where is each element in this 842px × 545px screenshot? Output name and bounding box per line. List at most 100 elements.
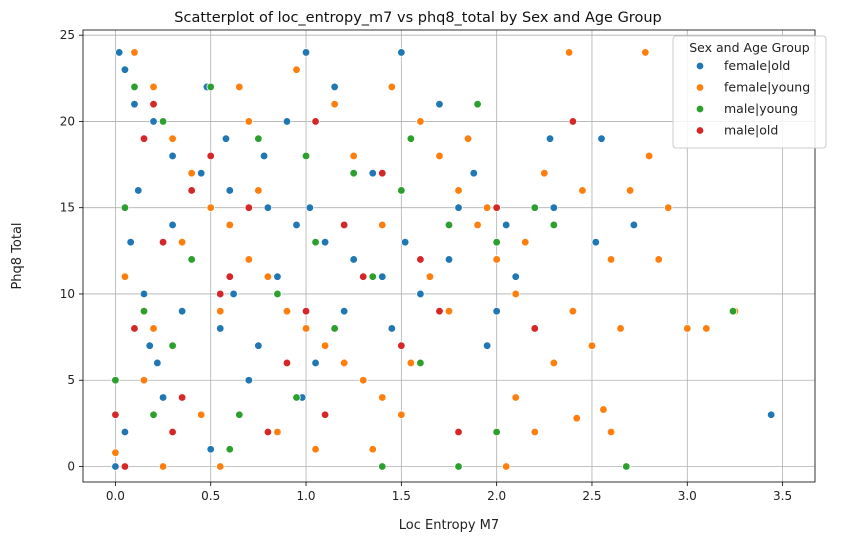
data-point-female-old	[229, 289, 238, 299]
data-point-male-old	[177, 393, 187, 402]
data-point-female-young	[292, 65, 301, 74]
data-point-female-old	[244, 376, 254, 385]
data-point-male-old	[216, 289, 225, 299]
data-point-female-young	[216, 307, 225, 316]
data-point-female-old	[282, 117, 292, 126]
data-point-female-old	[158, 393, 168, 402]
data-point-male-old	[149, 99, 158, 109]
data-point-male-old	[168, 427, 177, 437]
data-point-female-young	[263, 272, 273, 281]
data-point-female-old	[397, 48, 406, 57]
y-tick-label: 25	[60, 28, 75, 42]
data-point-male-old	[120, 462, 130, 471]
data-point-male-young	[206, 82, 215, 92]
data-point-female-young	[378, 220, 387, 230]
data-point-male-old	[530, 324, 539, 333]
data-point-male-young	[187, 255, 196, 264]
data-point-female-old	[153, 358, 162, 368]
data-point-female-young	[387, 82, 397, 92]
data-point-female-young	[359, 376, 368, 385]
data-point-female-old	[216, 324, 225, 333]
data-point-male-old	[225, 272, 234, 281]
data-point-male-young	[235, 410, 244, 419]
data-point-female-young	[320, 341, 330, 350]
data-point-male-old	[130, 324, 139, 333]
data-point-female-old	[416, 289, 425, 299]
data-point-male-old	[320, 410, 330, 419]
data-point-male-young	[378, 462, 387, 471]
data-point-male-old	[301, 307, 311, 316]
data-point-male-old	[568, 117, 578, 126]
data-point-female-old	[444, 255, 454, 264]
y-axis-label: Phq8 Total	[10, 222, 25, 289]
x-tick-label: 3.0	[678, 489, 697, 503]
data-point-male-old	[416, 255, 425, 264]
data-point-female-young	[564, 48, 574, 57]
data-point-female-old	[378, 272, 387, 281]
data-point-female-young	[473, 220, 482, 230]
data-point-male-young	[254, 134, 263, 143]
data-point-female-old	[149, 117, 158, 126]
data-point-female-old	[120, 65, 130, 74]
data-point-female-old	[492, 307, 501, 316]
legend-box	[672, 35, 827, 149]
data-point-female-young	[572, 413, 581, 423]
data-point-female-old	[368, 168, 377, 178]
data-point-female-young	[378, 393, 387, 402]
data-point-female-young	[444, 307, 454, 316]
data-point-female-young	[196, 410, 206, 419]
data-point-female-young	[244, 117, 254, 126]
chart-title: Scatterplot of loc_entropy_m7 vs phq8_to…	[174, 10, 661, 26]
data-point-female-old	[273, 272, 282, 281]
data-point-male-young	[622, 462, 631, 471]
data-point-male-young	[492, 237, 501, 247]
legend-label: male|young	[724, 101, 798, 116]
data-point-male-young	[120, 203, 130, 212]
data-point-male-young	[473, 99, 482, 109]
y-tick-label: 20	[60, 114, 75, 128]
data-point-female-young	[492, 255, 501, 264]
data-point-male-old	[139, 134, 149, 143]
data-point-female-young	[587, 341, 597, 350]
data-point-female-young	[397, 410, 406, 419]
x-tick-label: 0.0	[106, 489, 125, 503]
data-point-male-young	[111, 376, 120, 385]
data-point-female-old	[482, 341, 492, 350]
data-point-male-old	[311, 117, 320, 126]
data-point-female-old	[591, 237, 600, 247]
data-point-female-old	[120, 427, 130, 437]
y-tick-label: 15	[60, 201, 75, 215]
data-point-female-young	[368, 445, 377, 454]
data-point-female-old	[349, 255, 358, 264]
data-point-male-young	[139, 307, 149, 316]
x-tick-label: 1.5	[392, 489, 411, 503]
data-point-female-young	[599, 405, 608, 414]
data-point-female-young	[568, 307, 578, 316]
data-point-male-old	[359, 272, 368, 281]
data-point-female-old	[292, 220, 301, 230]
data-point-female-old	[511, 272, 520, 281]
data-point-female-old	[629, 220, 639, 230]
data-point-female-young	[149, 82, 158, 92]
data-point-female-young	[549, 358, 559, 368]
data-point-female-young	[244, 255, 254, 264]
data-point-male-old	[206, 151, 215, 161]
data-point-male-old	[158, 237, 168, 247]
data-point-female-old	[168, 151, 177, 161]
data-point-female-young	[206, 203, 215, 212]
data-point-female-old	[177, 307, 187, 316]
data-point-male-young	[549, 220, 559, 230]
data-point-female-old	[221, 134, 231, 143]
legend-title: Sex and Age Group	[689, 40, 810, 55]
data-point-male-old	[378, 168, 387, 178]
y-tick-label: 10	[60, 287, 75, 301]
data-point-female-old	[469, 168, 478, 178]
data-point-female-young	[625, 186, 635, 195]
legend: Sex and Age Group female|old female|young…	[672, 35, 827, 149]
data-point-female-young	[120, 272, 130, 281]
data-point-female-young	[339, 358, 349, 368]
data-point-female-old	[501, 220, 511, 230]
data-point-female-young	[416, 117, 425, 126]
data-point-male-young	[130, 82, 139, 92]
data-point-male-young	[728, 307, 738, 316]
